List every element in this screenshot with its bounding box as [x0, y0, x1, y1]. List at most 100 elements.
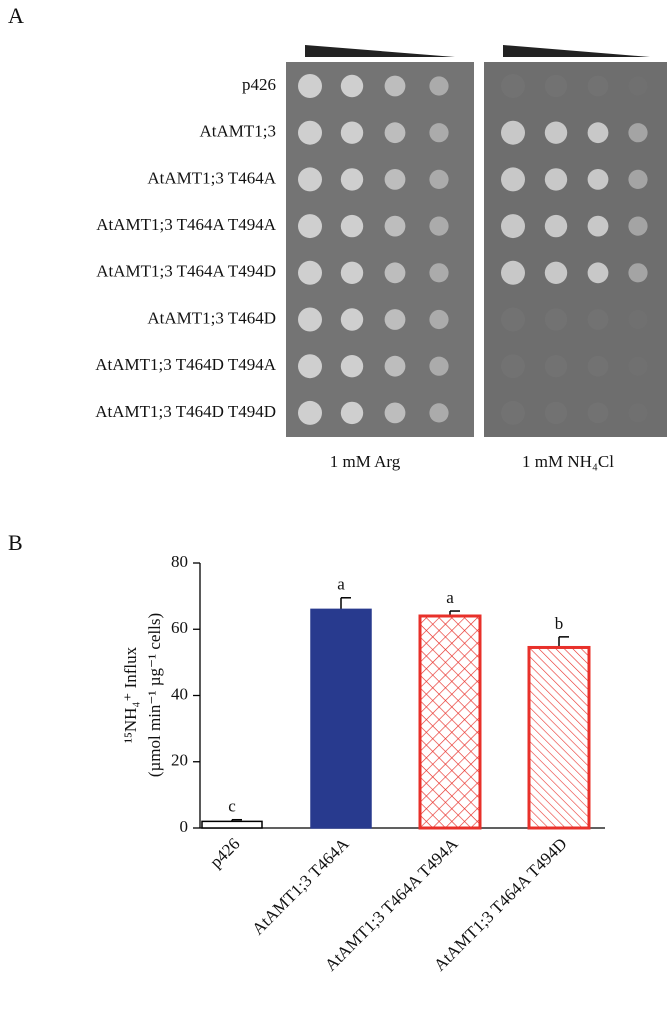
colony-spot — [587, 169, 609, 190]
colony-spot — [501, 307, 525, 332]
y-tick-label: 0 — [180, 817, 189, 836]
colony-spot — [298, 307, 322, 332]
colony-spot — [429, 76, 449, 96]
colony-spot — [587, 215, 609, 237]
colony-spot — [298, 214, 322, 239]
colony-spot — [544, 214, 568, 238]
colony-spot — [544, 308, 568, 331]
colony-spot — [587, 402, 609, 424]
colony-spot — [429, 309, 449, 330]
colony-spot — [298, 167, 322, 192]
colony-spot — [587, 75, 609, 97]
strain-label: AtAMT1;3 T464A T494D — [96, 262, 276, 281]
panel-label: A — [8, 3, 24, 28]
strain-label: p426 — [242, 75, 276, 94]
condition-label: 1 mM Arg — [330, 452, 401, 471]
colony-spot — [429, 403, 449, 423]
panel-label: B — [8, 530, 23, 555]
y-tick-label: 60 — [171, 618, 188, 637]
colony-spot — [429, 356, 449, 376]
colony-spot — [628, 310, 647, 329]
colony-spot — [340, 168, 364, 191]
colony-spot — [340, 74, 364, 98]
colony-spot — [429, 123, 449, 143]
y-axis-title-line: (µmol min⁻¹ µg⁻¹ cells) — [145, 613, 164, 777]
colony-spot — [384, 75, 406, 97]
colony-spot — [429, 216, 449, 236]
bar — [310, 608, 372, 829]
colony-spot — [587, 355, 609, 377]
x-tick-label: p426 — [206, 834, 243, 871]
colony-spot — [501, 120, 525, 145]
colony-spot — [544, 121, 568, 144]
plate — [484, 62, 667, 437]
colony-spot — [628, 357, 647, 376]
strain-label: AtAMT1;3 T464D — [147, 308, 276, 327]
x-tick-label: AtAMT1;3 T464A — [248, 834, 353, 939]
colony-spot — [587, 262, 609, 284]
dilution-wedge — [503, 45, 650, 57]
colony-spot — [429, 169, 449, 189]
colony-spot — [544, 168, 568, 191]
strain-label: AtAMT1;3 — [200, 122, 277, 141]
colony-spot — [544, 74, 568, 98]
bar — [527, 645, 591, 830]
strain-label: AtAMT1;3 T464D T494A — [95, 355, 276, 374]
colony-spot — [628, 169, 648, 189]
colony-spot — [628, 403, 647, 422]
colony-spot — [340, 214, 364, 238]
colony-spot — [340, 401, 364, 425]
strain-label: AtAMT1;3 T464D T494D — [95, 402, 276, 421]
strain-label: AtAMT1;3 T464A — [147, 168, 276, 187]
colony-spot — [628, 76, 647, 95]
colony-spot — [501, 260, 525, 285]
significance-letter: c — [228, 797, 236, 816]
bar — [418, 614, 482, 830]
significance-letter: a — [337, 575, 345, 594]
bar — [201, 820, 263, 829]
y-axis-title: ¹⁵NH₄⁺ Influx (µmol min⁻¹ µg⁻¹ cells) — [121, 613, 164, 777]
colony-spot — [340, 121, 364, 144]
significance-letter: a — [446, 588, 454, 607]
colony-spot — [628, 216, 648, 236]
colony-spot — [298, 400, 322, 425]
y-tick-label: 80 — [171, 552, 188, 571]
colony-spot — [384, 309, 406, 330]
colony-spot — [340, 355, 364, 378]
dilution-wedge — [305, 45, 455, 57]
colony-spot — [340, 261, 364, 284]
y-tick-label: 20 — [171, 751, 188, 770]
colony-spot — [298, 354, 322, 379]
colony-spot — [544, 355, 568, 378]
colony-spot — [384, 402, 406, 424]
colony-spot — [587, 309, 609, 330]
colony-spot — [298, 74, 322, 98]
colony-spot — [384, 355, 406, 377]
colony-spot — [384, 262, 406, 284]
colony-spot — [501, 400, 525, 425]
colony-spot — [429, 263, 449, 283]
colony-spot — [384, 169, 406, 190]
colony-spot — [384, 122, 406, 144]
colony-spot — [628, 263, 648, 283]
strain-label: AtAMT1;3 T464A T494A — [96, 215, 276, 234]
colony-spot — [501, 214, 525, 239]
colonies — [298, 74, 648, 425]
colony-spot — [384, 215, 406, 237]
colony-spot — [544, 401, 568, 425]
colony-spot — [628, 123, 648, 143]
colony-spot — [587, 122, 609, 144]
strain-labels: p426 AtAMT1;3 AtAMT1;3 T464A AtAMT1;3 T464A… — [95, 75, 276, 421]
colony-spot — [501, 74, 525, 98]
plate — [286, 62, 474, 437]
colony-spot — [298, 120, 322, 145]
y-tick-label: 40 — [171, 684, 188, 703]
colony-spot — [298, 260, 322, 285]
condition-label: 1 mM NH₄Cl — [522, 452, 614, 471]
significance-letter: b — [555, 614, 564, 633]
y-axis-title-line: ¹⁵NH₄⁺ Influx — [121, 646, 140, 743]
colony-spot — [501, 354, 525, 379]
